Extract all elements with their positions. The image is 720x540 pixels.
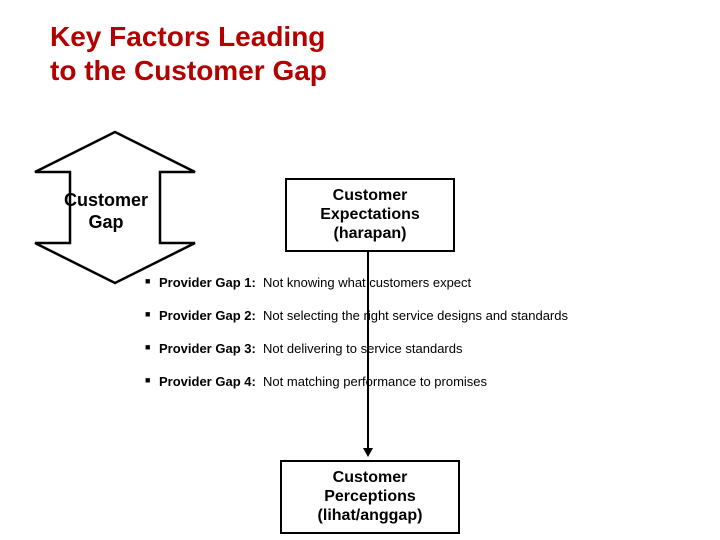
expectations-box: Customer Expectations (harapan) xyxy=(285,178,455,252)
gap-label: Provider Gap 2: xyxy=(159,308,256,323)
gap-label-line1: Customer xyxy=(64,190,148,212)
page-title: Key Factors Leading to the Customer Gap xyxy=(50,20,327,87)
gap-label-line2: Gap xyxy=(64,212,148,234)
box-top-line3: (harapan) xyxy=(297,224,443,243)
list-item: Provider Gap 3: Not delivering to servic… xyxy=(145,341,685,356)
list-item: Provider Gap 2: Not selecting the right … xyxy=(145,308,685,323)
title-line1: Key Factors Leading xyxy=(50,20,327,54)
gap-text: Not knowing what customers expect xyxy=(263,275,471,290)
list-item: Provider Gap 1: Not knowing what custome… xyxy=(145,275,685,290)
gap-label: Provider Gap 3: xyxy=(159,341,256,356)
gap-text: Not delivering to service standards xyxy=(263,341,462,356)
title-line2: to the Customer Gap xyxy=(50,54,327,88)
box-bottom-line2: Perceptions xyxy=(292,487,448,506)
gap-label: Provider Gap 1: xyxy=(159,275,256,290)
box-bottom-line1: Customer xyxy=(292,468,448,487)
customer-gap-label: Customer Gap xyxy=(64,190,148,233)
gap-label: Provider Gap 4: xyxy=(159,374,256,389)
perceptions-box: Customer Perceptions (lihat/anggap) xyxy=(280,460,460,534)
box-top-line1: Customer xyxy=(297,186,443,205)
box-bottom-line3: (lihat/anggap) xyxy=(292,506,448,525)
provider-gap-list: Provider Gap 1: Not knowing what custome… xyxy=(145,275,685,407)
box-top-line2: Expectations xyxy=(297,205,443,224)
gap-text: Not selecting the right service designs … xyxy=(263,308,568,323)
list-item: Provider Gap 4: Not matching performance… xyxy=(145,374,685,389)
gap-text: Not matching performance to promises xyxy=(263,374,487,389)
